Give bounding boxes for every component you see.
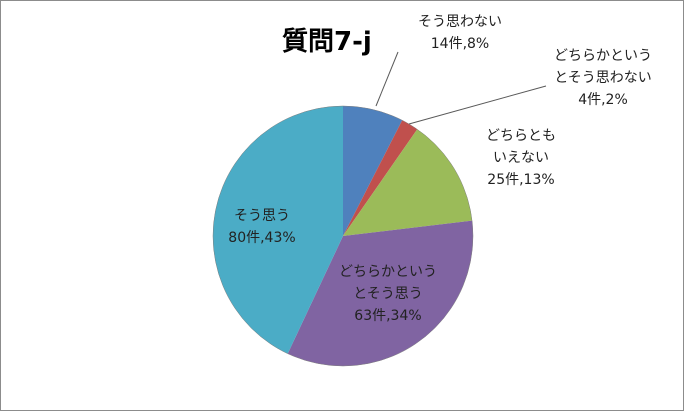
slice-agree-value-label: 80件,43%: [228, 230, 295, 246]
slice-somewhat-agree-label: どちらかというとそう思う 63件,34%: [339, 264, 437, 324]
slice-disagree: [343, 106, 403, 236]
slice-agree-label: そう思う 80件,43%: [228, 208, 295, 246]
slice-somewhat-disagree-value-label: 4件,2%: [578, 92, 628, 108]
leader-lines: [375, 51, 547, 125]
slice-disagree-leader-line: [375, 51, 399, 107]
slice-somewhat-agree: [287, 220, 473, 366]
slice-somewhat-disagree: [343, 120, 418, 236]
slice-labels: そう思わない 14件,8%どちらかというとそう思わない 4件,2%どちらともいえない…: [228, 14, 652, 324]
pie-slices: [212, 105, 474, 367]
chart-title: 質問7-j: [282, 27, 372, 57]
slice-somewhat-disagree-category-label: とそう思わない: [554, 70, 652, 86]
slice-somewhat-disagree-category-label: どちらかという: [554, 48, 652, 64]
slice-neutral: [343, 129, 473, 236]
slice-somewhat-agree-value-label: 63件,34%: [354, 308, 421, 324]
slice-agree: [213, 106, 343, 354]
slice-neutral-category-label: どちらとも: [486, 128, 556, 144]
slice-neutral-value-label: 25件,13%: [487, 172, 554, 188]
slice-neutral-category-label: いえない: [493, 150, 549, 166]
slice-somewhat-agree-category-label: どちらかという: [339, 264, 437, 280]
slice-disagree-category-label: そう思わない: [418, 14, 502, 30]
slice-agree-category-label: そう思う: [234, 208, 290, 224]
slice-somewhat-disagree-leader-line: [408, 85, 547, 125]
slice-disagree-value-label: 14件,8%: [431, 36, 489, 52]
slice-somewhat-agree-category-label: とそう思う: [353, 286, 423, 302]
pie-outline: [212, 105, 474, 367]
slice-somewhat-disagree-label: どちらかというとそう思わない 4件,2%: [554, 48, 652, 108]
slice-disagree-label: そう思わない 14件,8%: [418, 14, 502, 52]
slice-neutral-label: どちらともいえない 25件,13%: [486, 128, 556, 188]
